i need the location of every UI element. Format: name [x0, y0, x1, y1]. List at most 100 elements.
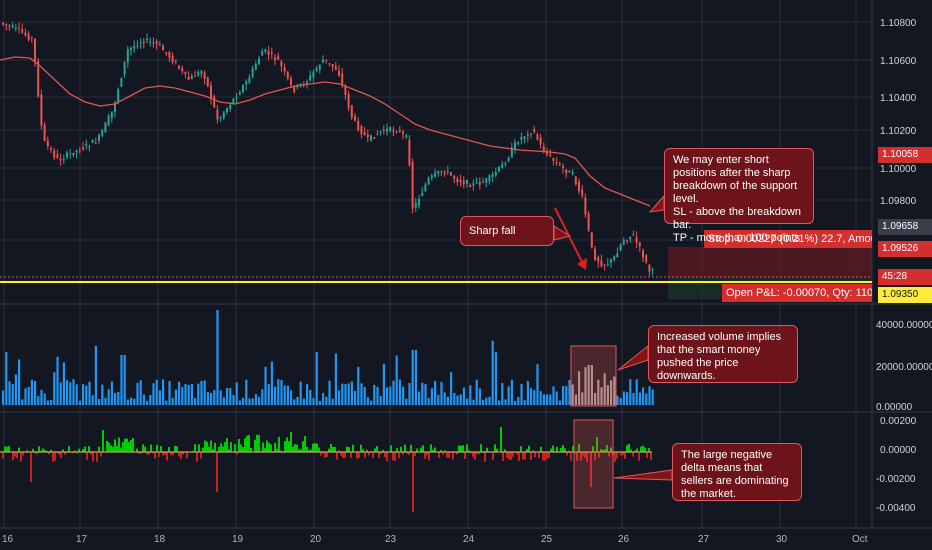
delta-bar	[124, 438, 126, 452]
delta-bar	[466, 444, 468, 452]
volume-bar	[619, 398, 622, 405]
volume-bar	[59, 382, 62, 405]
candle-body	[46, 140, 49, 147]
volume-bar	[200, 381, 203, 405]
volume-bar	[466, 398, 469, 405]
delta-bar	[154, 452, 156, 459]
delta-bar	[486, 447, 488, 452]
volume-bar	[331, 398, 334, 405]
candle-body	[101, 130, 104, 136]
delta-bar	[292, 446, 294, 452]
volume-bar	[606, 385, 609, 405]
delta-bar	[550, 448, 552, 452]
delta-bar	[334, 447, 336, 452]
delta-bar	[596, 437, 598, 452]
short-entry-note[interactable]: We may enter short positions after the s…	[664, 148, 814, 244]
volume-bar	[312, 398, 315, 405]
volume-bar	[216, 310, 219, 405]
volume-bar	[190, 383, 193, 405]
volume-bar	[302, 398, 305, 405]
volume-bar	[158, 390, 161, 405]
delta-bar	[628, 443, 630, 452]
delta-bar	[274, 443, 276, 452]
delta-bar	[510, 452, 512, 460]
delta-bar	[570, 452, 572, 461]
candle-body	[478, 182, 481, 185]
delta-note[interactable]: The large negative delta means that sell…	[672, 443, 802, 501]
volume-bar	[277, 379, 280, 405]
delta-bar	[22, 452, 24, 456]
volume-axis[interactable]: 40000.00000 20000.00000 0.00000	[876, 320, 932, 413]
candle-body	[504, 163, 507, 165]
delta-bar	[74, 450, 76, 452]
candle-body	[555, 162, 558, 164]
volume-bar	[222, 397, 225, 405]
delta-bar	[516, 452, 518, 455]
candle-body	[520, 137, 523, 140]
candle-body	[610, 259, 612, 263]
volume-bar	[510, 379, 513, 405]
delta-bar	[84, 446, 86, 452]
volume-bar	[2, 390, 5, 405]
volume-bar	[338, 390, 341, 405]
delta-bar	[476, 452, 478, 455]
volume-bar	[459, 394, 462, 405]
candle-body	[59, 158, 62, 161]
date-axis[interactable]: 16 17 18 19 20 23 24 25 26 27 30 Oct	[2, 534, 868, 545]
delta-bar	[160, 446, 162, 452]
delta-bar	[158, 452, 160, 457]
volume-bar	[562, 385, 565, 405]
volume-bar	[648, 386, 651, 405]
delta-bar	[300, 449, 302, 452]
delta-bar	[60, 452, 62, 458]
candle-body	[146, 38, 148, 41]
last-price-tag: 1.10058	[878, 147, 932, 163]
volume-note[interactable]: Increased volume implies that the smart …	[648, 325, 798, 383]
volume-bar	[11, 384, 14, 405]
volume-bar	[14, 374, 17, 405]
delta-bar	[358, 452, 360, 458]
volume-bar	[136, 382, 139, 405]
delta-bar	[146, 452, 148, 455]
volume-bar	[571, 384, 574, 405]
delta-bar	[326, 452, 328, 458]
volume-bar	[437, 394, 440, 405]
volume-bar	[318, 400, 321, 405]
delta-bar	[648, 448, 650, 452]
candle-body	[181, 68, 184, 72]
delta-bar	[376, 446, 378, 452]
volume-bar	[613, 376, 616, 405]
volume-bar	[517, 397, 520, 405]
volume-bar	[421, 382, 424, 405]
delta-axis[interactable]: 0.00200 0.00000 -0.00200 -0.00400	[876, 416, 917, 514]
candle-body	[328, 63, 331, 65]
volume-bar	[18, 359, 21, 405]
volume-bar	[5, 352, 8, 405]
date-label: 25	[541, 534, 553, 545]
delta-bar	[528, 445, 530, 452]
candle-body	[622, 240, 625, 245]
candle-body	[56, 154, 59, 158]
volume-bar	[178, 381, 181, 405]
delta-bar	[36, 452, 38, 455]
volume-bar	[354, 390, 357, 405]
volume-bar	[56, 356, 59, 405]
volume-bar	[46, 400, 49, 405]
volume-bar	[133, 398, 136, 405]
open-pnl-label[interactable]: Open P&L: -0.00070, Qty: 1101	[722, 284, 872, 302]
delta-bar	[106, 440, 108, 452]
volume-bar	[251, 398, 254, 405]
delta-bar	[88, 446, 90, 452]
sharp-fall-note[interactable]: Sharp fall	[460, 216, 554, 246]
date-label: 17	[76, 534, 88, 545]
delta-bar	[344, 452, 346, 458]
volume-bar	[120, 355, 123, 405]
delta-bar	[262, 442, 264, 452]
delta-bar	[574, 452, 576, 454]
candle-body	[389, 127, 392, 131]
price-axis[interactable]: 1.10800 1.10600 1.10400 1.10200 1.10000 …	[880, 18, 917, 207]
candle-body	[72, 152, 75, 155]
delta-bar	[372, 452, 374, 458]
stop-order-label[interactable]: Stop: 0.00227 (0.21%) 22.7, Amount	[704, 230, 872, 248]
volume-bar	[334, 353, 337, 405]
